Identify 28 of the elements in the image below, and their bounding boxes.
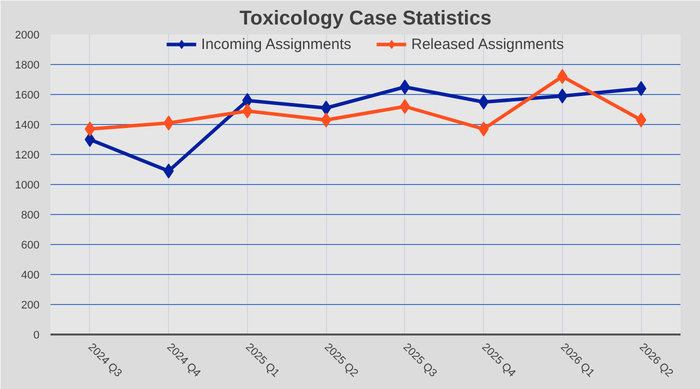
legend-label: Incoming Assignments [201,36,352,52]
y-tick-label: 600 [21,240,40,252]
point [636,112,646,128]
y-tick-label: 200 [21,300,40,312]
point [320,100,332,116]
point [163,164,174,178]
point [320,112,332,128]
y-tick-label: 400 [21,270,40,282]
point [557,88,568,104]
y-tick-label: 1200 [15,150,40,162]
point [84,122,96,136]
point [478,122,489,136]
y-tick-label: 2000 [15,30,40,42]
chart-title: Toxicology Case Statistics [240,8,492,30]
y-tick-label: 1400 [15,120,40,132]
y-tick-label: 1800 [15,60,40,72]
point [163,116,174,130]
point [400,80,410,94]
y-tick-label: 1000 [15,180,40,192]
legend-label: Released Assignments [411,36,564,52]
y-tick-label: 800 [21,210,40,222]
y-tick-label: 1600 [15,90,40,102]
point [242,104,253,118]
point [478,94,489,110]
y-tick-label: 0 [33,330,40,342]
point [400,99,410,114]
point [557,69,568,84]
point [636,81,646,96]
